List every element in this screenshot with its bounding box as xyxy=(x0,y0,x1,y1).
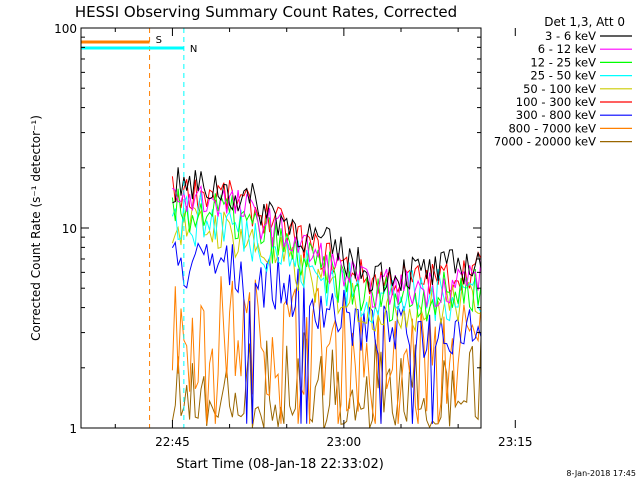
legend-label: 50 - 100 keV xyxy=(523,82,596,96)
flag-label: S xyxy=(156,35,162,46)
flag-label: N xyxy=(190,44,197,55)
y-tick-label: 1 xyxy=(69,422,77,436)
y-axis-label: Corrected Count Rate (s⁻¹ detector⁻¹) xyxy=(29,115,43,341)
legend-label: 800 - 7000 keV xyxy=(508,121,596,135)
legend-label: 100 - 300 keV xyxy=(516,95,596,109)
series-trace xyxy=(172,185,481,308)
legend-label: 300 - 800 keV xyxy=(516,108,596,122)
series-trace xyxy=(171,188,481,323)
series-trace xyxy=(172,167,481,293)
flag-layer: SN xyxy=(81,28,197,428)
x-axis-label: Start Time (08-Jan-18 22:33:02) xyxy=(176,457,384,472)
legend-label: 25 - 50 keV xyxy=(530,69,596,83)
legend-label: 6 - 12 keV xyxy=(538,42,596,56)
series-trace xyxy=(171,276,481,424)
series-trace xyxy=(171,240,481,424)
series-trace xyxy=(171,332,481,428)
plot-clip-group: SN xyxy=(81,28,481,428)
y-tick-label: 100 xyxy=(54,22,77,36)
legend-label: 3 - 6 keV xyxy=(545,29,596,43)
x-tick-label: 22:45 xyxy=(155,435,190,449)
footer-date: 8-Jan-2018 17:45 xyxy=(566,469,636,478)
legend-label: 7000 - 20000 keV xyxy=(494,135,596,149)
x-tick-label: 23:00 xyxy=(327,435,362,449)
legend-label: 12 - 25 keV xyxy=(530,55,596,69)
x-tick-label: 23:15 xyxy=(498,435,533,449)
chart-title: HESSI Observing Summary Count Rates, Cor… xyxy=(75,3,457,21)
series-trace xyxy=(171,176,481,296)
legend-title: Det 1,3, Att 0 xyxy=(544,15,625,29)
y-tick-label: 10 xyxy=(62,222,77,236)
series-trace xyxy=(171,192,481,324)
data-layer xyxy=(171,167,481,428)
